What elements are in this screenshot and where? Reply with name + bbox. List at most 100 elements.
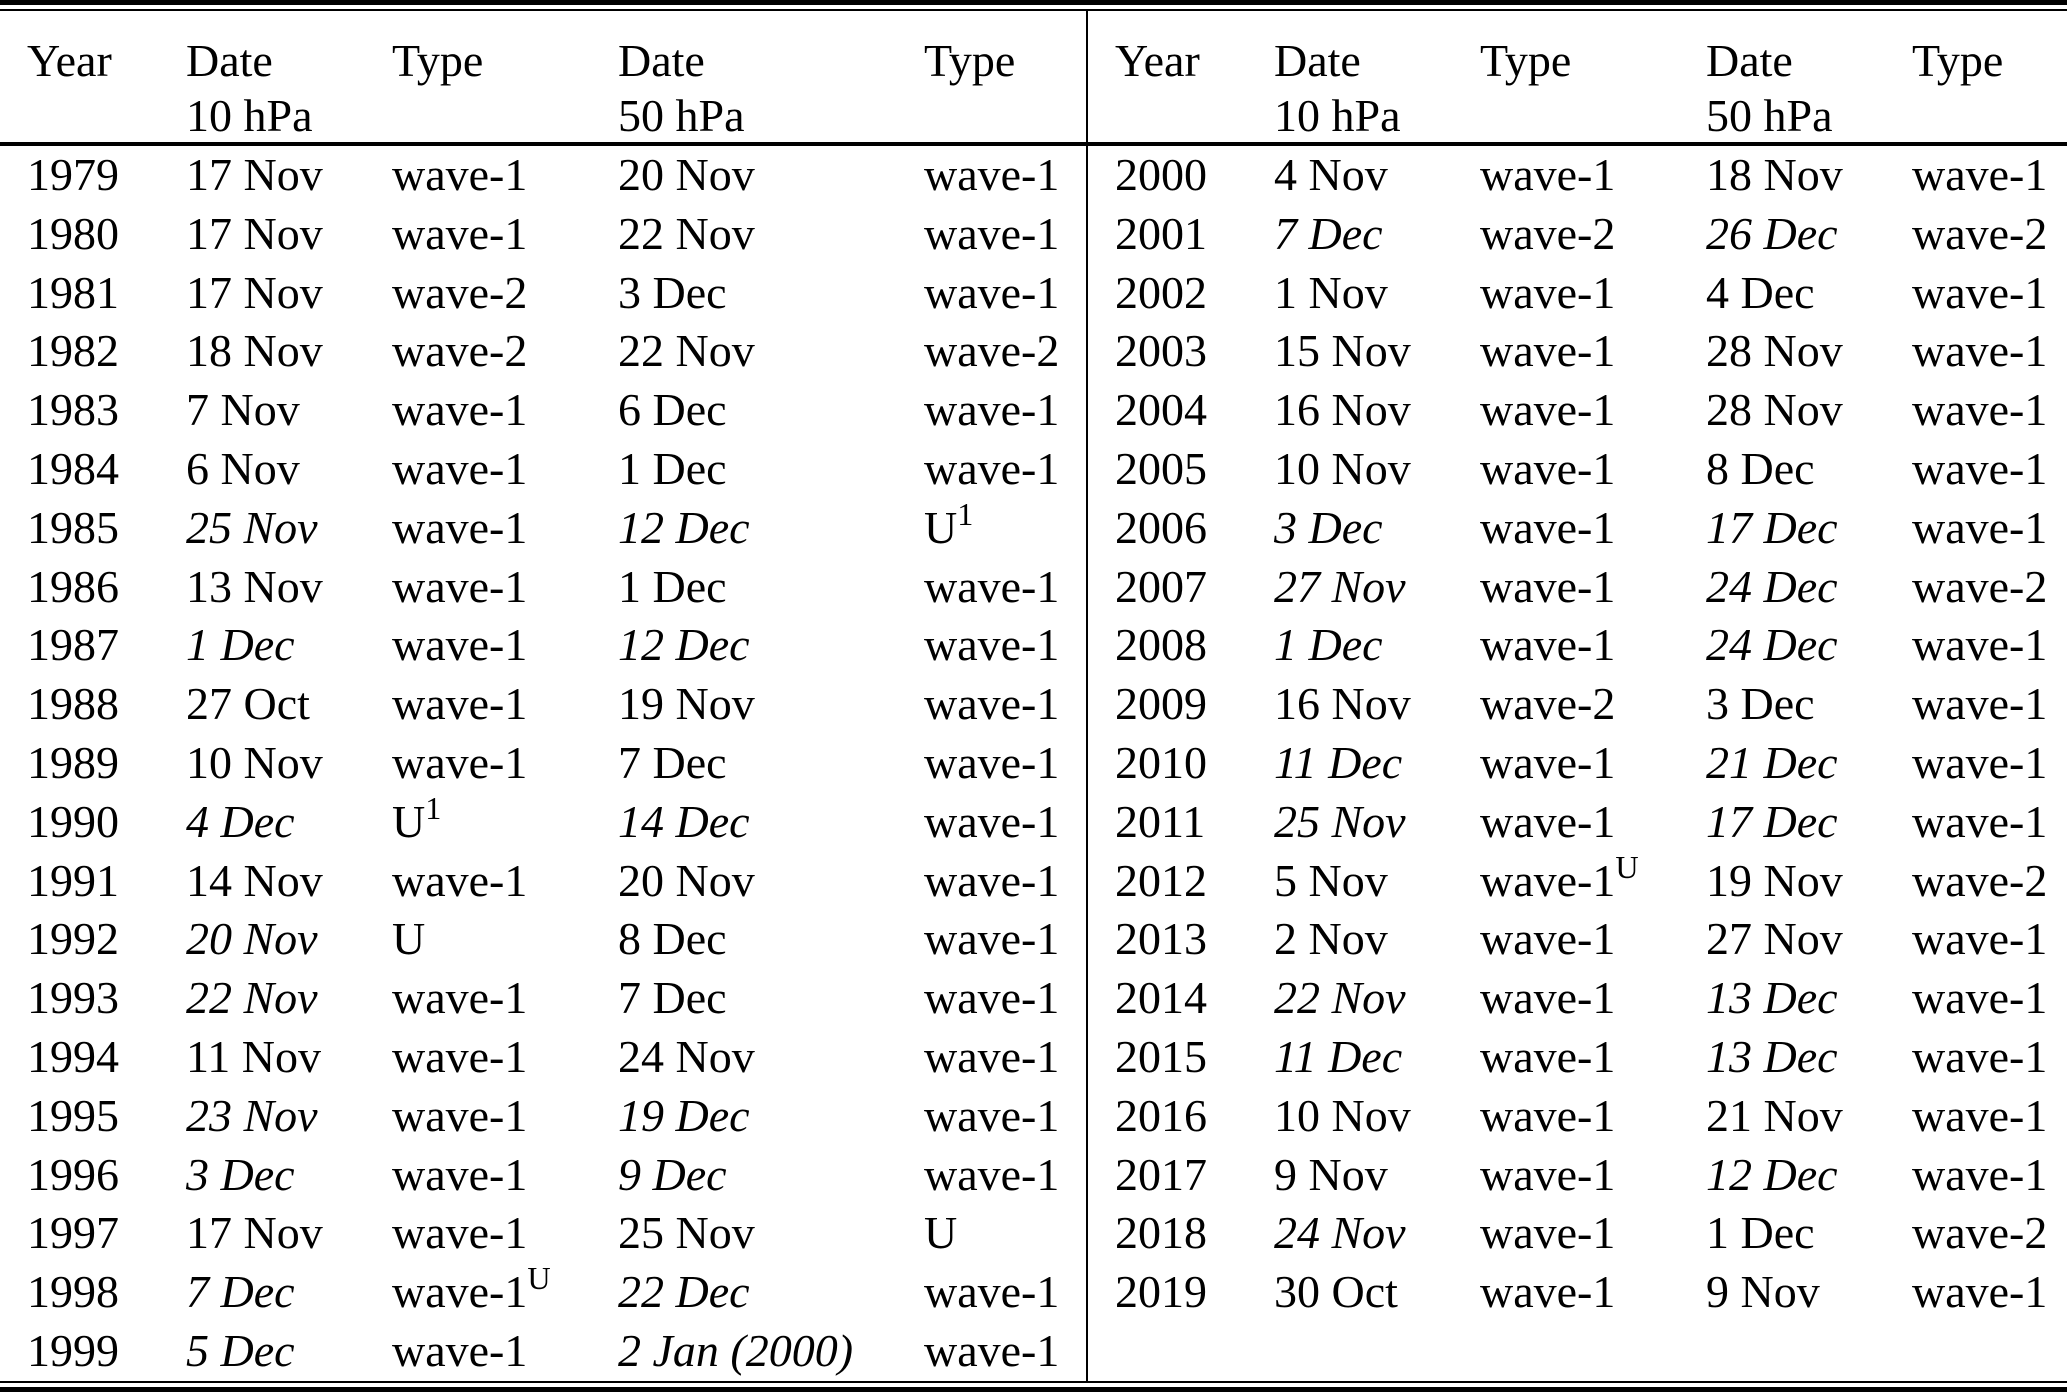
year-cell: 2000 bbox=[1086, 144, 1247, 205]
type-10hpa-cell: wave-1 bbox=[392, 384, 528, 436]
date-10hpa-cell: 10 Nov bbox=[186, 736, 323, 788]
date-50hpa-cell: 21 Dec bbox=[1706, 736, 1838, 788]
date-50hpa-cell: 22 Dec bbox=[618, 1266, 750, 1318]
date-10hpa-cell: 5 Nov bbox=[1274, 854, 1388, 906]
col-header-type50-right: Type bbox=[1912, 35, 2004, 86]
col-header-date50-right: Date bbox=[1706, 35, 1793, 86]
date-10hpa-cell: 11 Nov bbox=[186, 1030, 322, 1082]
type-50hpa-cell: wave-1 bbox=[1912, 1089, 2048, 1141]
date-10hpa-cell: 7 Dec bbox=[1274, 207, 1383, 259]
year-cell: 2011 bbox=[1086, 792, 1247, 852]
type-50hpa-cell: wave-1 bbox=[924, 678, 1060, 730]
type-10hpa-cell: wave-1 bbox=[1480, 913, 1616, 965]
top-rule-thin bbox=[0, 9, 2067, 11]
type-50hpa-cell: wave-2 bbox=[1912, 207, 2048, 259]
date-50hpa-cell: 12 Dec bbox=[618, 501, 750, 553]
date-10hpa-cell: 11 Dec bbox=[1274, 736, 1403, 788]
date-50hpa-cell: 3 Dec bbox=[618, 266, 727, 318]
date-10hpa-cell: 9 Nov bbox=[1274, 1148, 1388, 1200]
superscript-U: U bbox=[527, 1260, 551, 1297]
date-50hpa-cell: 9 Nov bbox=[1706, 1266, 1820, 1318]
type-10hpa-cell: wave-1 bbox=[1480, 736, 1616, 788]
date-10hpa-cell: 10 Nov bbox=[1274, 442, 1411, 494]
year-cell: 1994 bbox=[27, 1030, 119, 1082]
type-50hpa-cell: wave-1 bbox=[924, 149, 1060, 200]
date-10hpa-cell: 1 Dec bbox=[186, 619, 295, 671]
year-cell: 1987 bbox=[27, 619, 119, 671]
year-cell: 1986 bbox=[27, 560, 119, 612]
type-50hpa-cell: wave-1 bbox=[924, 1030, 1060, 1082]
superscript-1: 1 bbox=[957, 496, 974, 533]
date-10hpa-cell: 5 Dec bbox=[186, 1324, 295, 1376]
type-10hpa-cell: wave-1 bbox=[392, 501, 528, 553]
date-50hpa-cell: 1 Dec bbox=[618, 560, 727, 612]
type-10hpa-cell: wave-1 bbox=[1480, 972, 1616, 1024]
type-50hpa-cell: wave-1 bbox=[924, 913, 1060, 965]
type-10hpa-cell: U bbox=[392, 913, 426, 965]
type-10hpa-cell: wave-1 bbox=[1480, 325, 1616, 377]
type-10hpa-cell: wave-1 bbox=[392, 149, 528, 200]
date-50hpa-cell: 24 Dec bbox=[1706, 619, 1838, 671]
type-50hpa-cell: wave-1 bbox=[924, 1266, 1060, 1318]
date-50hpa-cell: 9 Dec bbox=[618, 1148, 727, 1200]
type-10hpa-cell: wave-1 bbox=[392, 854, 528, 906]
type-10hpa-cell: wave-1 bbox=[392, 207, 528, 259]
type-10hpa-cell: wave-1U bbox=[1480, 848, 1639, 906]
table-row: 1980 17 Nov wave-1 22 Nov wave-1 2001 7 Dec wav… bbox=[0, 204, 2067, 264]
year-cell: 2012 bbox=[1086, 851, 1247, 911]
table-row: 1979 17 Nov wave-1 20 Nov wave-1 2000 4 Nov wav… bbox=[0, 144, 2067, 205]
date-50hpa-cell: 19 Nov bbox=[618, 678, 755, 730]
header-spacer bbox=[1086, 89, 1247, 146]
superscript-1: 1 bbox=[425, 790, 442, 827]
year-cell: 1980 bbox=[27, 207, 119, 259]
date-10hpa-cell: 3 Dec bbox=[1274, 501, 1383, 553]
year-cell: 1991 bbox=[27, 854, 119, 906]
date-50hpa-cell: 2 Jan (2000) bbox=[618, 1324, 854, 1376]
date-10hpa-cell: 2 Nov bbox=[1274, 913, 1388, 965]
date-10hpa-cell: 10 Nov bbox=[1274, 1089, 1411, 1141]
type-10hpa-cell: wave-1 bbox=[392, 1030, 528, 1082]
date-50hpa-cell: 19 Dec bbox=[618, 1089, 750, 1141]
header-spacer bbox=[1885, 89, 2067, 146]
year-cell: 2007 bbox=[1086, 557, 1247, 617]
type-50hpa-cell: wave-1 bbox=[1912, 501, 2048, 553]
col-header-year-left: Year bbox=[27, 35, 112, 86]
date-10hpa-cell: 14 Nov bbox=[186, 854, 323, 906]
type-10hpa-cell: wave-1 bbox=[1480, 501, 1616, 553]
date-50hpa-cell: 28 Nov bbox=[1706, 325, 1843, 377]
date-50hpa-cell: 20 Nov bbox=[618, 149, 755, 200]
date-50hpa-cell: 24 Nov bbox=[618, 1030, 755, 1082]
date-50hpa-cell: 13 Dec bbox=[1706, 972, 1838, 1024]
table-row: 1985 25 Nov wave-1 12 Dec U1 2006 3 Dec wave-1 1… bbox=[0, 496, 2067, 558]
year-cell: 2003 bbox=[1086, 322, 1247, 382]
type-10hpa-cell: wave-1 bbox=[392, 442, 528, 494]
table-row: 1982 18 Nov wave-2 22 Nov wave-2 2003 15 Nov wa… bbox=[0, 322, 2067, 382]
date-10hpa-cell: 24 Nov bbox=[1274, 1207, 1406, 1259]
bottom-rule-thick bbox=[0, 1386, 2067, 1392]
subheader-50hpa-left: 50 hPa bbox=[591, 89, 897, 146]
year-cell: 1988 bbox=[27, 678, 119, 730]
type-10hpa-cell bbox=[1453, 1322, 1679, 1381]
col-header-type50-left: Type bbox=[924, 35, 1016, 86]
date-10hpa-cell: 23 Nov bbox=[186, 1089, 318, 1141]
type-10hpa-cell: wave-1 bbox=[392, 1207, 528, 1259]
header-row-1: Year Date Type Date Type Year Date Type … bbox=[0, 11, 2067, 89]
date-10hpa-cell: 7 Nov bbox=[186, 384, 300, 436]
date-50hpa-cell: 25 Nov bbox=[618, 1207, 755, 1259]
type-10hpa-cell: wave-1 bbox=[392, 1089, 528, 1141]
type-10hpa-cell: U1 bbox=[392, 790, 442, 847]
header-spacer bbox=[0, 89, 159, 146]
table-row: 1995 23 Nov wave-1 19 Dec wave-1 2016 10 Nov wa… bbox=[0, 1086, 2067, 1146]
type-10hpa-cell: wave-1 bbox=[1480, 795, 1616, 847]
year-cell: 2016 bbox=[1086, 1086, 1247, 1146]
type-10hpa-cell: wave-1 bbox=[1480, 1089, 1616, 1141]
bottom-rule-thin bbox=[0, 1380, 2067, 1383]
year-cell: 1993 bbox=[27, 972, 119, 1024]
year-cell: 2015 bbox=[1086, 1027, 1247, 1087]
date-50hpa-cell: 12 Dec bbox=[618, 619, 750, 671]
type-50hpa-cell: wave-1 bbox=[924, 1089, 1060, 1141]
table-row: 1993 22 Nov wave-1 7 Dec wave-1 2014 22 Nov wav… bbox=[0, 969, 2067, 1028]
superscript-U: U bbox=[1615, 848, 1639, 885]
type-50hpa-cell: wave-1 bbox=[1912, 325, 2048, 377]
table-row: 1994 11 Nov wave-1 24 Nov wave-1 2015 11 Dec wa… bbox=[0, 1027, 2067, 1087]
